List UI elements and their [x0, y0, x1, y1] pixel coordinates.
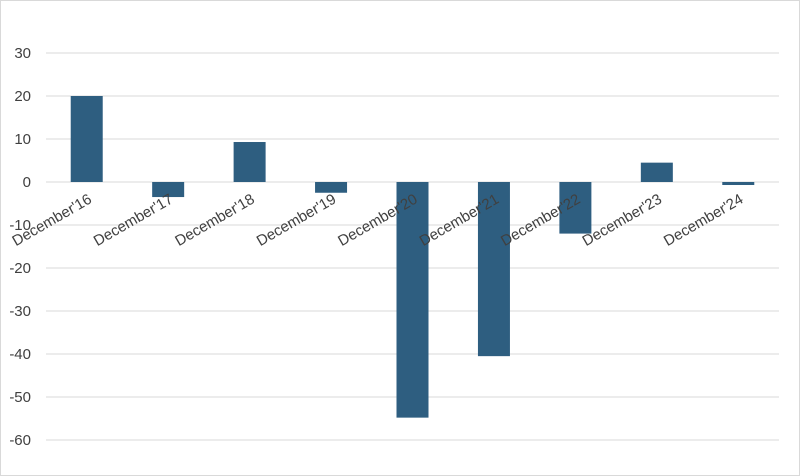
bars	[70, 96, 755, 418]
bar	[70, 96, 103, 182]
y-tick-label: -40	[9, 346, 31, 363]
y-axis-ticks: 30 20 10 0 -10 -20 -30 -40 -50 -60	[9, 45, 31, 449]
y-tick-label: -10	[9, 217, 31, 234]
y-tick-label: -20	[9, 260, 31, 277]
bar	[477, 182, 510, 357]
y-tick-label: -50	[9, 389, 31, 406]
y-tick-label: -30	[9, 303, 31, 320]
bar	[396, 182, 429, 418]
bar	[640, 162, 673, 182]
y-tick-label: 10	[14, 131, 31, 148]
x-category-label: December'19	[254, 191, 339, 250]
x-axis-categories: December'16December'17December'18Decembe…	[9, 191, 746, 250]
x-category-label: December'18	[172, 191, 257, 250]
y-tick-label: 0	[23, 174, 31, 191]
y-tick-label: -60	[9, 432, 31, 449]
x-category-label: December'24	[661, 191, 746, 250]
bar	[559, 182, 592, 234]
bar	[722, 182, 755, 186]
y-tick-label: 30	[14, 45, 31, 62]
bar	[152, 182, 185, 198]
y-tick-label: 20	[14, 88, 31, 105]
bar	[233, 142, 266, 182]
x-category-label: December'17	[91, 191, 176, 250]
x-category-label: December'23	[579, 191, 664, 250]
bar	[315, 182, 348, 193]
